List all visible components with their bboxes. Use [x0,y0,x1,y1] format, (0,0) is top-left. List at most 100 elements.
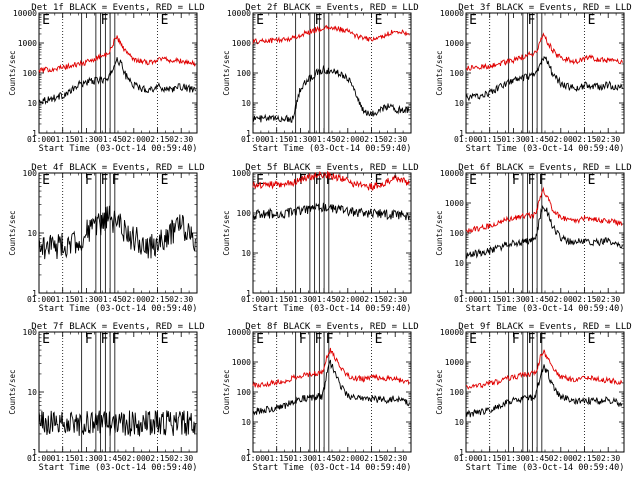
y-tick-label: 100 [450,388,465,397]
x-tick-label: 01:00 [27,295,51,304]
region-label: E [256,173,264,188]
x-tick-label: 02:00 [122,454,146,463]
x-tick-label: 02:15 [359,454,383,463]
region-label: F [315,173,323,188]
region-label: E [375,332,383,347]
y-tick-label: 10000 [13,9,37,18]
region-label: E [375,173,383,188]
y-tick-label: 1000 [18,39,37,48]
x-tick-label: 01:00 [454,454,478,463]
region-label: F [299,332,307,347]
x-tick-label: 02:15 [572,295,596,304]
x-tick-label: 02:30 [596,454,620,463]
y-tick-label: 10000 [440,169,464,178]
y-tick-label: 1000 [445,358,464,367]
y-tick-label: 1000 [445,199,464,208]
y-tick-label: 1 [459,289,464,298]
x-tick-label: 02:15 [572,135,596,144]
panel-title: Det 2f BLACK = Events, RED = LLD [245,3,418,13]
y-axis-label: Counts/sec [222,369,231,414]
x-tick-label: 02:15 [145,295,169,304]
x-tick-label: 01:00 [454,135,478,144]
x-tick-label: 02:00 [549,454,573,463]
lld-series-line [465,32,623,72]
region-label: E [161,173,169,188]
events-series-line [38,409,196,437]
region-label: F [101,13,109,28]
x-tick-label: 01:45 [98,454,122,463]
region-label: F [85,332,93,347]
x-tick-label: 02:15 [572,454,596,463]
x-tick-label: 01:30 [74,295,98,304]
y-axis-label: Counts/sec [435,50,444,95]
region-label: F [315,13,323,28]
x-axis-label: Start Time (03-Oct-14 00:59:40) [39,463,198,473]
y-axis-label: Counts/sec [222,210,231,255]
x-tick-label: 01:30 [288,295,312,304]
x-tick-label: 01:15 [478,295,502,304]
y-tick-label: 10000 [440,9,464,18]
region-label: E [588,13,596,28]
y-tick-label: 100 [23,69,38,78]
region-label: F [101,332,109,347]
panel-title: Det 8f BLACK = Events, RED = LLD [245,322,418,332]
region-label: E [469,13,477,28]
x-tick-label: 02:00 [549,295,573,304]
region-label: E [469,173,477,188]
x-tick-label: 01:45 [312,454,336,463]
panel-title: Det 6f BLACK = Events, RED = LLD [458,163,631,173]
x-tick-label: 02:30 [383,295,407,304]
x-tick-label: 01:45 [525,135,549,144]
x-tick-label: 01:15 [51,135,75,144]
region-label: F [315,332,323,347]
y-tick-label: 10 [27,99,37,108]
x-tick-label: 01:45 [98,295,122,304]
events-series-line [252,359,410,416]
x-tick-label: 01:00 [241,454,265,463]
region-label: E [42,332,50,347]
events-series-line [252,202,410,221]
x-tick-label: 02:00 [122,135,146,144]
y-tick-label: 10000 [440,328,464,337]
x-tick-label: 01:45 [312,295,336,304]
x-tick-label: 01:45 [98,135,122,144]
x-tick-label: 02:15 [359,295,383,304]
y-tick-label: 100 [237,388,252,397]
region-label: E [42,173,50,188]
y-tick-label: 10 [27,388,37,397]
events-series-line [38,205,196,260]
x-tick-label: 01:15 [265,454,289,463]
lld-series-line [38,35,196,74]
region-label: E [588,173,596,188]
x-tick-label: 01:45 [525,454,549,463]
y-tick-label: 1000 [445,39,464,48]
y-tick-label: 10 [241,249,251,258]
y-tick-label: 100 [237,69,252,78]
x-tick-label: 01:30 [288,454,312,463]
x-tick-label: 01:45 [312,135,336,144]
y-tick-label: 1 [246,129,251,138]
x-tick-label: 02:30 [383,135,407,144]
region-label: E [256,13,264,28]
x-tick-label: 02:15 [145,135,169,144]
events-series-line [38,57,196,106]
y-axis-label: Counts/sec [435,210,444,255]
x-axis-label: Start Time (03-Oct-14 00:59:40) [253,144,412,154]
x-axis-label: Start Time (03-Oct-14 00:59:40) [466,144,625,154]
x-tick-label: 01:30 [501,135,525,144]
y-tick-label: 1 [459,129,464,138]
region-label: E [375,13,383,28]
x-tick-label: 01:00 [27,135,51,144]
y-tick-label: 10 [241,418,251,427]
y-tick-label: 10 [241,99,251,108]
region-label: F [85,173,93,188]
x-axis-label: Start Time (03-Oct-14 00:59:40) [39,304,198,314]
y-axis-label: Counts/sec [8,50,17,95]
